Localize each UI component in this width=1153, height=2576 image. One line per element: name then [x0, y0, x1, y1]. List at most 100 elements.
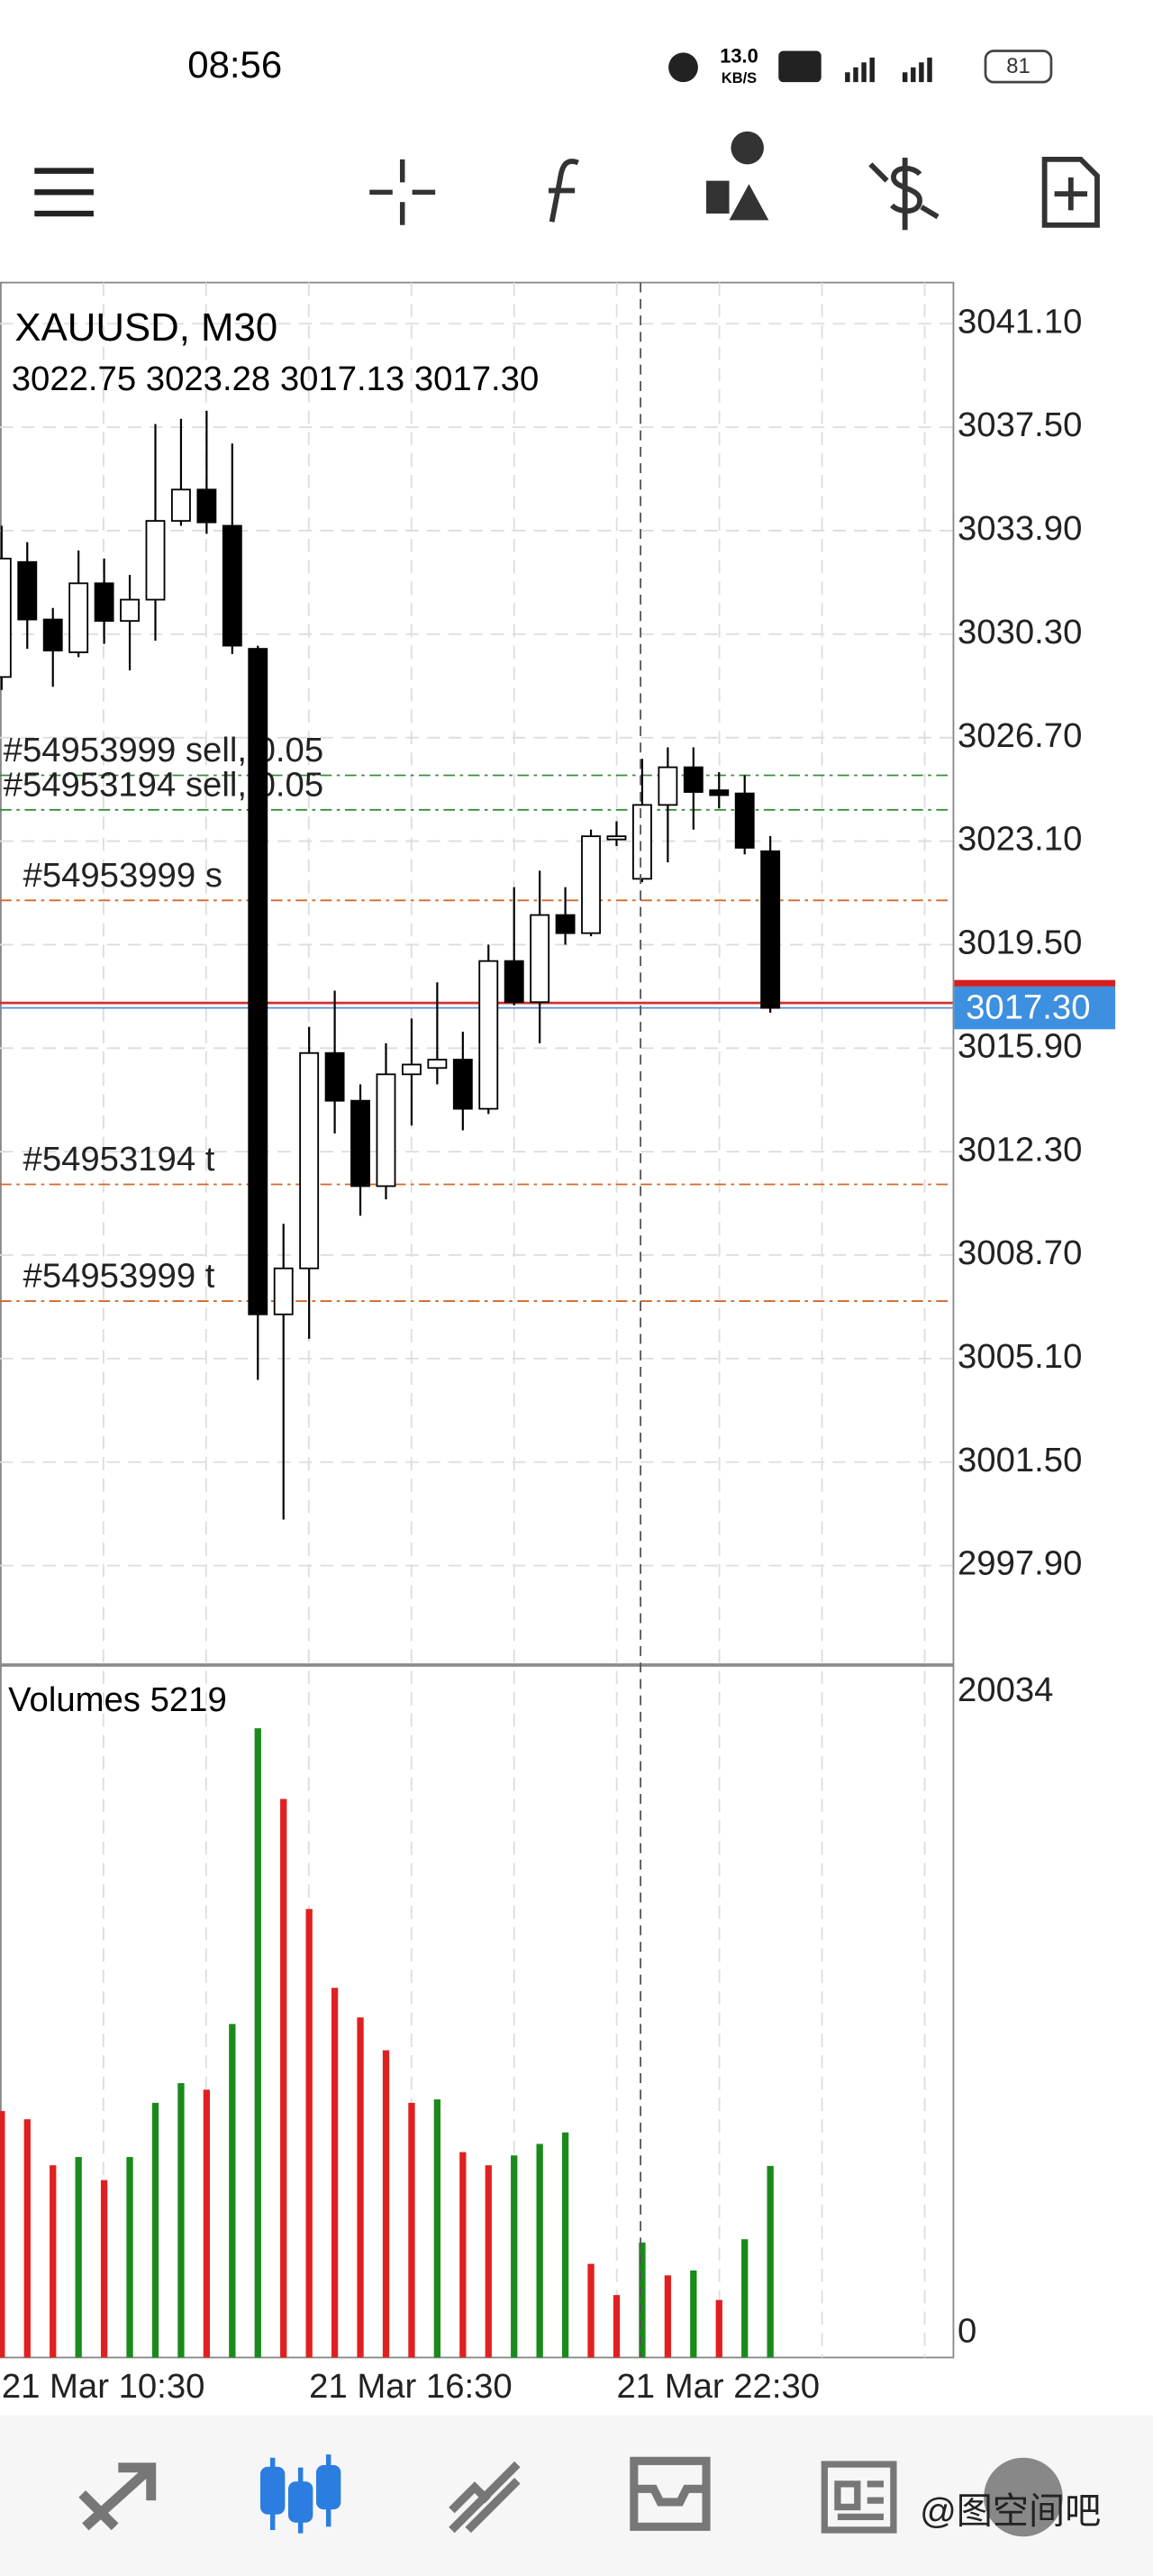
volume-bar	[126, 2157, 133, 2358]
volume-bar	[561, 2132, 569, 2358]
battery-icon	[984, 50, 1053, 84]
watermark: @图空间吧	[920, 2491, 1101, 2531]
order-label: #54953999 s	[23, 856, 222, 895]
candle-body	[94, 582, 114, 623]
ohlc-value: 3022.75	[12, 360, 136, 398]
alarm-icon	[668, 52, 698, 83]
volume-bar	[459, 2152, 467, 2358]
volume-bar	[305, 1908, 313, 2358]
volume-tick-label: 20034	[958, 1670, 1053, 1709]
indicator-button[interactable]	[549, 159, 579, 223]
price-tick-label: 3033.90	[958, 509, 1082, 548]
volume-bar	[254, 1728, 261, 2358]
order-label: #54953999 t	[23, 1257, 215, 1296]
ohlc-value: 3017.13	[280, 360, 404, 398]
candle-body	[631, 804, 652, 880]
price-tick-label: 2997.90	[958, 1544, 1082, 1583]
bottom-nav	[0, 2415, 1153, 2576]
candle-body	[42, 618, 63, 651]
news-tab[interactable]	[821, 2461, 897, 2534]
candle-body	[683, 766, 704, 793]
volume-bar	[382, 2050, 390, 2358]
price-tick-label: 3030.30	[958, 613, 1082, 651]
new-order-button[interactable]	[1041, 156, 1100, 228]
candle-body	[196, 488, 217, 523]
price-tick-label: 3019.50	[958, 924, 1082, 962]
volume-bar	[767, 2165, 774, 2358]
candle-body	[248, 648, 268, 1315]
signal-bars	[845, 57, 932, 83]
order-label: #54953194 t	[23, 1140, 215, 1179]
current-price-box	[954, 986, 1116, 1030]
candle-body	[581, 835, 601, 934]
candle-body	[734, 792, 755, 849]
volume-bar	[357, 2017, 364, 2358]
ohlc-value: 3017.30	[414, 360, 539, 398]
history-tab[interactable]	[630, 2456, 711, 2531]
trade-button[interactable]	[868, 158, 940, 231]
quotes-tab[interactable]	[78, 2462, 157, 2531]
candle-body	[68, 582, 89, 653]
volume-bar	[690, 2270, 697, 2358]
hd-icon	[778, 50, 822, 83]
volume-bar	[715, 2299, 722, 2358]
volume-bar	[75, 2157, 82, 2358]
volume-bar	[177, 2083, 185, 2358]
menu-button[interactable]	[34, 168, 94, 217]
price-tick-label: 3037.50	[958, 405, 1082, 444]
volume-tick-label: 0	[958, 2311, 976, 2350]
candle-body	[504, 960, 524, 1004]
volume-bar	[23, 2119, 31, 2358]
trade-tab[interactable]	[449, 2461, 521, 2534]
volume-bar	[0, 2110, 5, 2358]
volume-bar	[100, 2180, 108, 2358]
ohlc-line: 3022.75 3023.28 3017.13 3017.30	[12, 360, 539, 398]
candle-body	[760, 850, 781, 1009]
candle-body	[145, 520, 166, 601]
symbol-title: XAUUSD, M30	[14, 305, 277, 350]
candle-body	[17, 560, 38, 621]
candle-body	[709, 789, 730, 796]
volumes-title: Volumes	[8, 1680, 141, 1719]
settings-tab[interactable]	[984, 2457, 1063, 2537]
candle-body	[401, 1063, 422, 1076]
clock: 08:56	[187, 43, 282, 86]
volume-bar	[331, 1988, 339, 2358]
chart-tab[interactable]	[260, 2454, 341, 2534]
volume-bar	[485, 2165, 492, 2358]
crosshair-button[interactable]	[369, 159, 436, 225]
price-tick-label: 3015.90	[958, 1026, 1082, 1065]
volume-bar	[229, 2024, 236, 2358]
volume-bar	[151, 2102, 159, 2358]
volume-bar	[280, 1798, 287, 2358]
current-price-label: 3017.30	[966, 988, 1090, 1027]
price-tick-label: 3005.10	[958, 1337, 1082, 1376]
price-tick-label: 3041.10	[958, 302, 1082, 341]
net-speed: 13.0	[720, 45, 758, 68]
candle-body	[170, 488, 191, 523]
volumes-header: Volumes 5219	[8, 1680, 227, 1719]
volume-bar	[203, 2089, 211, 2358]
volume-bar	[50, 2165, 57, 2358]
price-tick-label: 3023.10	[958, 820, 1082, 859]
candle-body	[606, 835, 627, 841]
battery-level: 81	[1006, 55, 1030, 78]
objects-button[interactable]	[706, 131, 769, 221]
plot: #54953999 sell, 0.05#54953194 sell, 0.05…	[0, 323, 953, 2358]
net-unit: KB/S	[722, 70, 757, 86]
volume-bar	[408, 2102, 415, 2358]
price-tick-label: 3001.50	[958, 1441, 1082, 1479]
price-tick-label: 3012.30	[958, 1130, 1082, 1169]
volumes-last: 5219	[150, 1680, 227, 1719]
time-label: 21 Mar 22:30	[616, 2367, 820, 2406]
candle-body	[350, 1099, 370, 1188]
candle-body	[324, 1051, 345, 1102]
volume-pane	[0, 1664, 955, 2359]
volume-bar	[587, 2263, 595, 2358]
candle-body	[452, 1059, 473, 1110]
volume-bar	[613, 2295, 621, 2358]
candle-body	[376, 1073, 396, 1188]
price-tick-label: 3026.70	[958, 716, 1082, 755]
price-pane	[0, 281, 955, 1665]
